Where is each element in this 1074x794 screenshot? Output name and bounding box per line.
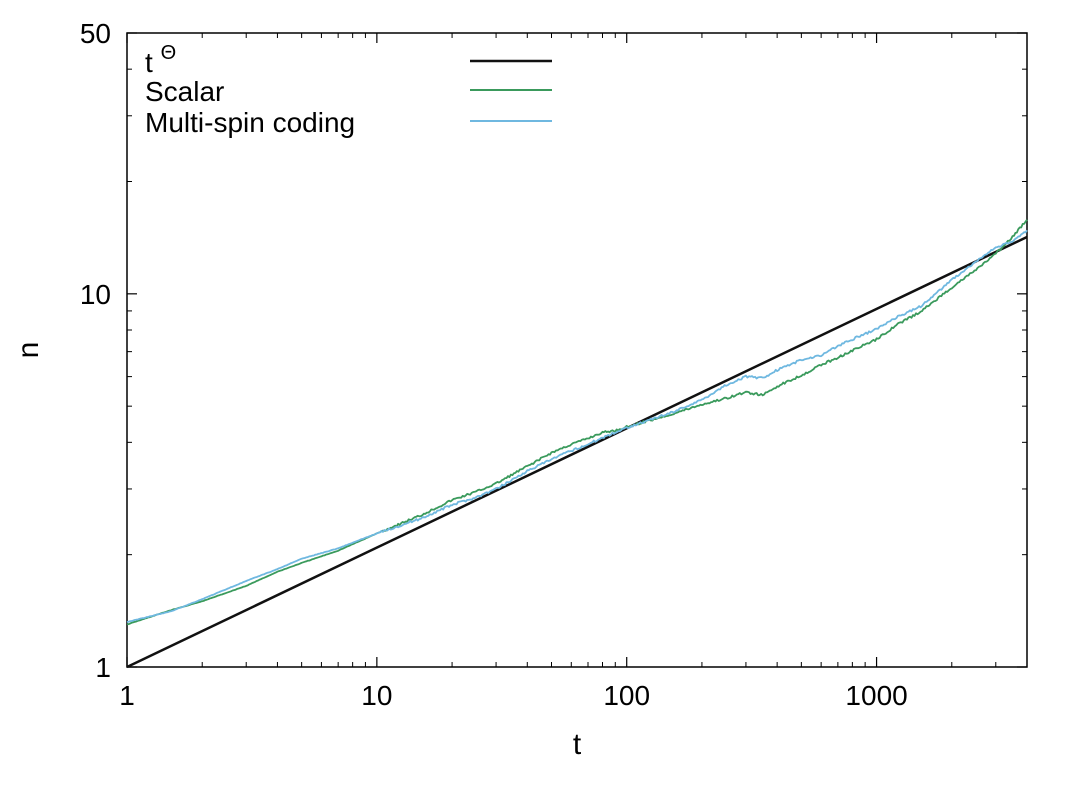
legend-entry-scalar: Scalar [145,76,552,107]
x-tick-label: 1000 [845,680,907,711]
x-tick-label: 100 [603,680,650,711]
y-axis-label: n [12,342,45,359]
y-tick-label: 50 [80,18,111,49]
multi-spin-coding-line [126,229,1028,623]
legend-label-multi-spin: Multi-spin coding [145,107,355,138]
axis-ticks: 1 10 100 1000 1 10 50 [80,18,1028,711]
legend: t Θ Scalar Multi-spin coding [145,42,552,138]
power-law-line [126,235,1028,669]
legend-superscript-theta: Θ [161,42,177,64]
svg-text:t Θ: t Θ [145,42,176,78]
y-tick-label: 10 [80,279,111,310]
series-lines [126,219,1028,669]
legend-label-scalar: Scalar [145,76,224,107]
x-tick-label: 1 [119,680,135,711]
x-axis-label: t [573,728,582,761]
scalar-line [126,219,1028,626]
plot-frame [126,32,1028,668]
y-tick-label: 1 [95,652,111,683]
x-tick-label: 10 [361,680,392,711]
legend-entry-power-law: t Θ [145,42,552,78]
legend-entry-multi-spin: Multi-spin coding [145,107,552,138]
legend-label-power-law: t [145,47,153,78]
